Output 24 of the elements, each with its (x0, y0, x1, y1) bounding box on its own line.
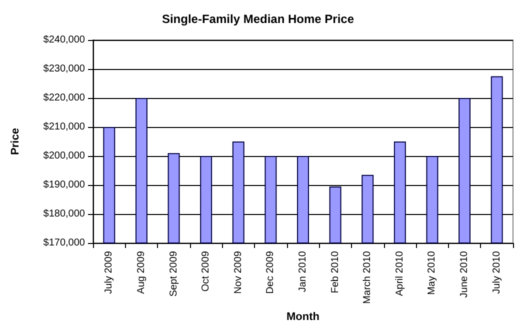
chart-title: Single-Family Median Home Price (162, 12, 354, 26)
x-tick-label: July 2009 (104, 250, 115, 294)
x-tick-label: Sept 2009 (168, 250, 180, 297)
y-tick-label: $200,000 (43, 150, 86, 162)
y-tick-label: $170,000 (43, 238, 86, 248)
y-tick-label: $220,000 (43, 92, 86, 104)
x-tick-label: Nov 2009 (232, 250, 244, 294)
x-tick-label: Jan 2010 (298, 250, 308, 292)
y-tick-label: $180,000 (43, 208, 86, 220)
y-tick-label: $230,000 (43, 64, 86, 74)
y-tick-label: $240,000 (43, 34, 86, 46)
x-tick-label: Aug 2009 (136, 250, 147, 294)
x-tick-label: July 2010 (491, 250, 502, 294)
x-tick-label: June 2010 (459, 250, 470, 298)
y-tick-label: $210,000 (43, 122, 86, 132)
x-axis-title: Month (286, 311, 320, 324)
x-tick-label: Oct 2009 (200, 250, 212, 292)
x-tick-label: May 2010 (426, 250, 438, 295)
y-tick-label: $190,000 (43, 180, 86, 190)
x-tick-label: March 2010 (362, 250, 374, 304)
y-axis-title: Price (10, 128, 22, 155)
x-tick-label: Dec 2009 (265, 250, 276, 294)
x-tick-label: Feb 2010 (330, 250, 341, 294)
x-tick-label: April 2010 (394, 250, 406, 296)
